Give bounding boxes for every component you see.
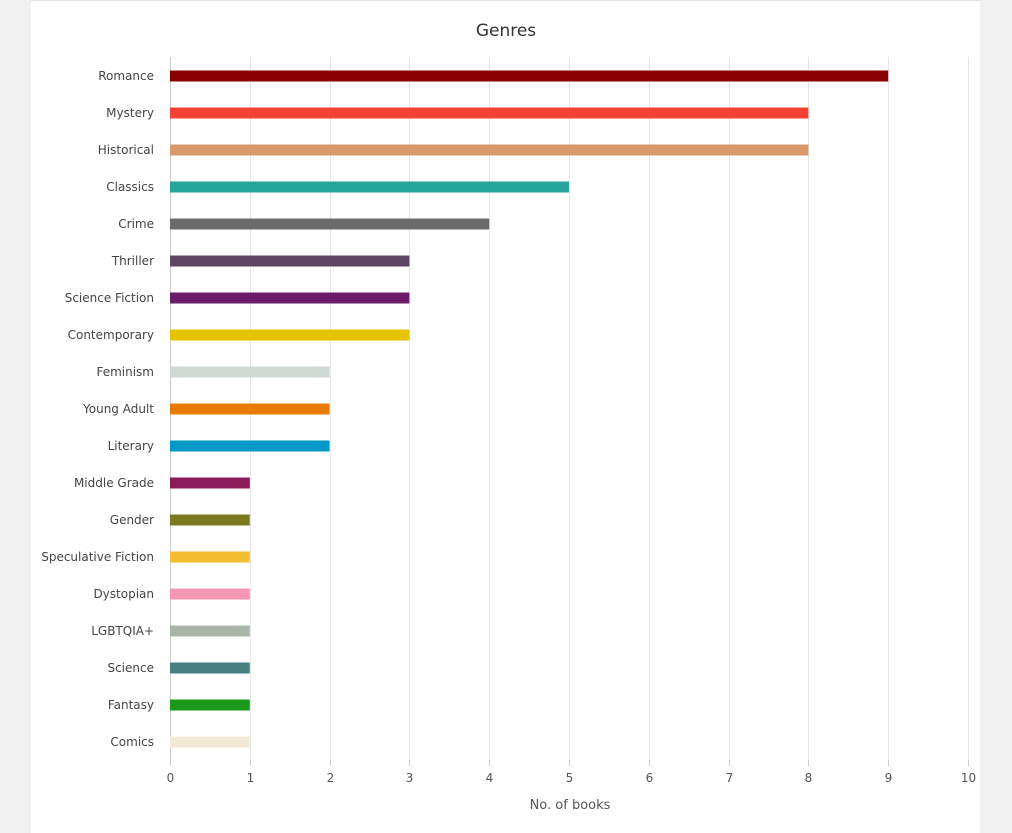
bar[interactable] <box>170 255 410 267</box>
category-label: Historical <box>98 143 154 157</box>
category-label: Mystery <box>106 106 154 120</box>
x-tick-label: 9 <box>885 771 893 785</box>
bar[interactable] <box>170 329 410 341</box>
bar[interactable] <box>170 403 330 415</box>
x-tick-label: 0 <box>167 771 175 785</box>
x-axis-title: No. of books <box>530 798 611 813</box>
bar[interactable] <box>170 625 250 637</box>
category-label: Crime <box>118 217 154 231</box>
bar[interactable] <box>170 588 250 600</box>
bar[interactable] <box>170 366 330 378</box>
bar[interactable] <box>170 440 330 452</box>
x-tick-label: 2 <box>327 771 335 785</box>
bar[interactable] <box>170 551 250 563</box>
x-tick-label: 5 <box>566 771 574 785</box>
bar[interactable] <box>170 477 250 489</box>
category-label: Contemporary <box>68 328 154 342</box>
category-label: Young Adult <box>82 402 154 416</box>
bar[interactable] <box>170 514 250 526</box>
bar[interactable] <box>170 218 490 230</box>
bar[interactable] <box>170 736 250 748</box>
x-tick-label: 3 <box>406 771 414 785</box>
bar[interactable] <box>170 699 250 711</box>
x-tick-label: 7 <box>726 771 734 785</box>
x-tick-label: 6 <box>646 771 654 785</box>
chart-card <box>31 0 980 833</box>
chart-title: Genres <box>475 21 537 41</box>
category-label: Fantasy <box>108 698 154 712</box>
category-label: Science <box>107 661 154 675</box>
category-label: Romance <box>98 69 154 83</box>
category-label: Gender <box>110 513 154 527</box>
bar[interactable] <box>170 292 410 304</box>
bar[interactable] <box>170 144 809 156</box>
category-label: LGBTQIA+ <box>91 624 154 638</box>
category-label: Classics <box>106 180 154 194</box>
bar[interactable] <box>170 181 569 193</box>
x-axis-ticks: 0 1 2 3 4 5 6 7 8 9 10 <box>167 760 976 785</box>
category-label: Speculative Fiction <box>41 550 154 564</box>
bar[interactable] <box>170 107 809 119</box>
category-label: Comics <box>110 735 154 749</box>
category-label: Middle Grade <box>74 476 154 490</box>
bar[interactable] <box>170 662 250 674</box>
bar[interactable] <box>170 70 889 82</box>
bars <box>170 70 889 748</box>
x-tick-label: 1 <box>247 771 255 785</box>
category-labels: Romance Mystery Historical Classics Crime Thr… <box>41 69 154 749</box>
x-tick-label: 4 <box>486 771 494 785</box>
category-label: Literary <box>108 439 154 453</box>
x-tick-label: 10 <box>961 771 976 785</box>
category-label: Dystopian <box>93 587 154 601</box>
category-label: Feminism <box>96 365 154 379</box>
category-label: Thriller <box>111 254 154 268</box>
x-tick-label: 8 <box>805 771 813 785</box>
category-label: Science Fiction <box>65 291 154 305</box>
